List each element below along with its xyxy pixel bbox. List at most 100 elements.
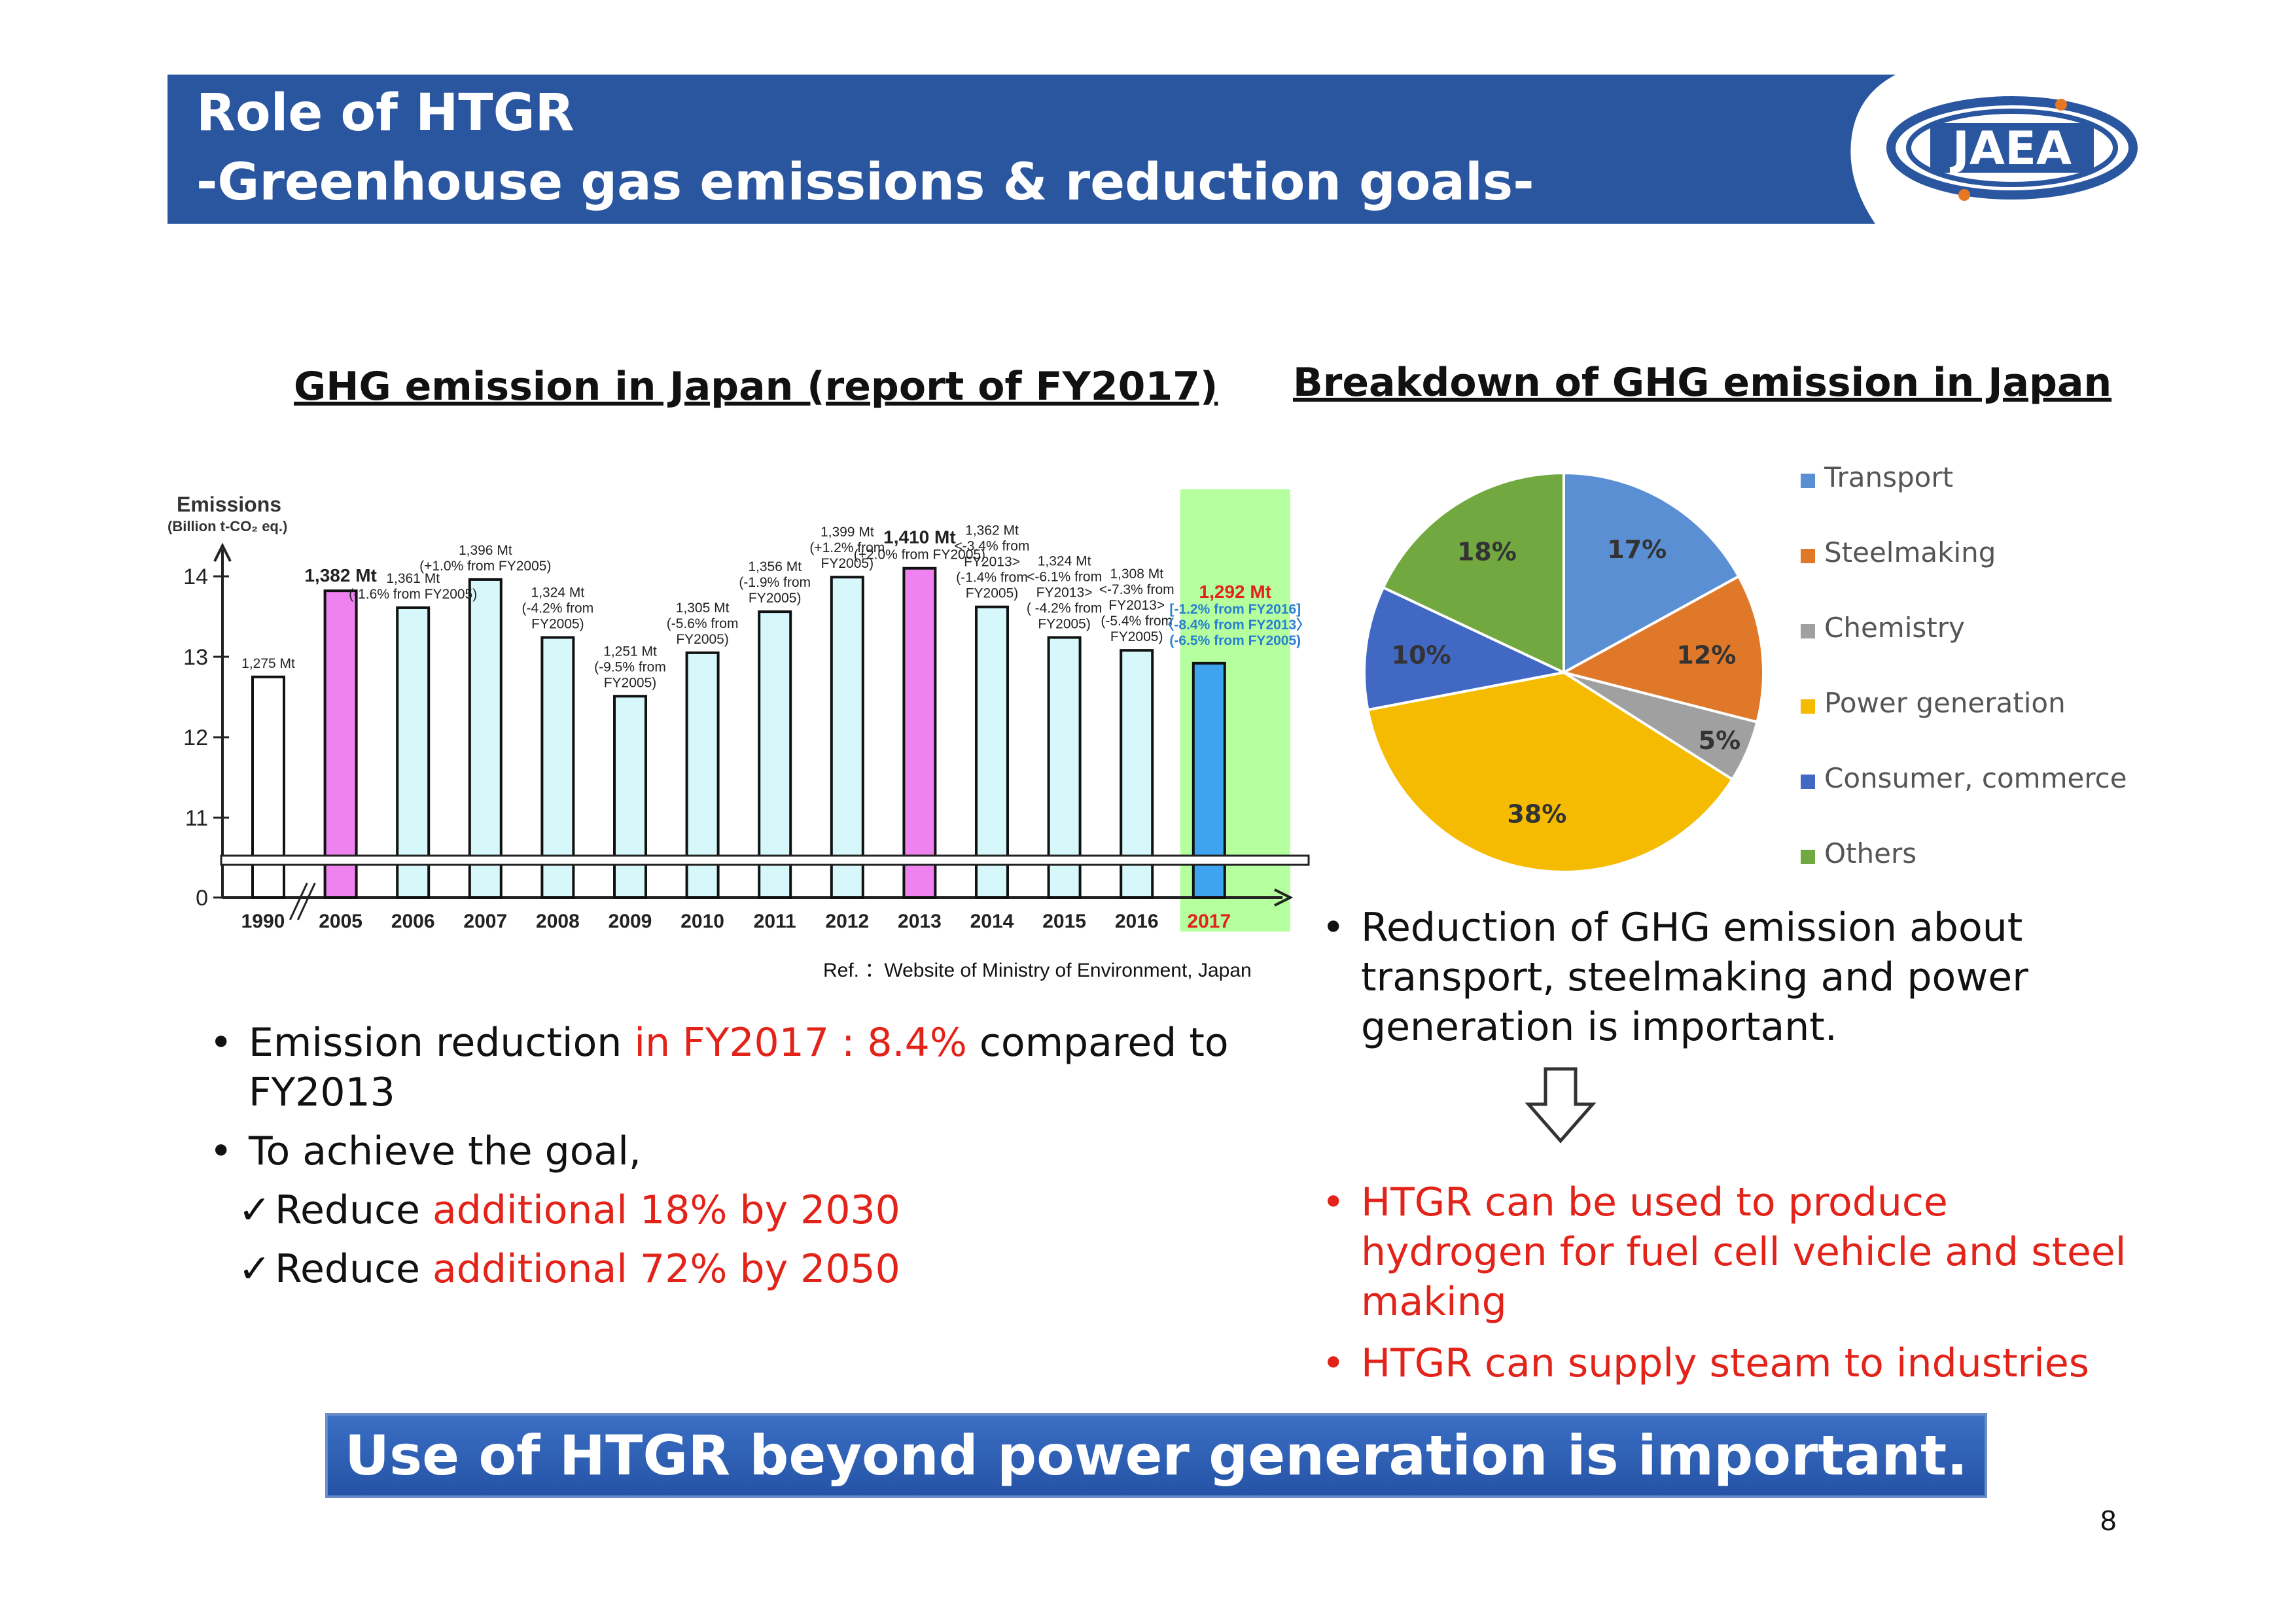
- x-tick-label: 2009: [609, 911, 652, 932]
- bar-annotation: 1,305 Mt: [676, 601, 730, 616]
- bar-annotation: FY2005): [1110, 629, 1163, 644]
- bar-annotation: 1,275 Mt: [241, 656, 295, 671]
- pie-value-label: 5%: [1699, 726, 1741, 755]
- y-axis-arrow: [213, 542, 232, 562]
- down-arrow-icon: [1525, 1067, 1597, 1143]
- conclusion-banner: Use of HTGR beyond power generation is i…: [325, 1413, 1987, 1498]
- bar-annotation: FY2005): [676, 632, 729, 647]
- slide-title: Role of HTGR: [196, 84, 574, 143]
- left-bullet-list: • Emission reduction in FY2017 : 8.4% com…: [209, 1018, 1269, 1294]
- x-tick-label: 2015: [1042, 911, 1086, 932]
- bar-chart-title: GHG emission in Japan (report of FY2017): [294, 364, 1218, 410]
- bar-annotation: (-1.9% from: [739, 575, 811, 590]
- pie-slice-consumer-commerce: [1363, 585, 1568, 712]
- bar-2011: [758, 610, 792, 899]
- x-tick-label: 2008: [536, 911, 580, 932]
- y-tick-label: 11: [185, 806, 208, 831]
- x-axis-arrow: [1274, 888, 1294, 907]
- bar-annotation: 1,396 Mt: [459, 543, 512, 558]
- bar-annotation: (-6.5% from FY2005): [1169, 633, 1301, 648]
- axis-break-band: [220, 854, 1310, 866]
- bar-2013: [902, 567, 937, 899]
- bar-annotation: (-5.4% from: [1101, 614, 1173, 629]
- x-tick-label: 2017: [1187, 911, 1231, 932]
- bullet-dot: •: [1322, 1340, 1345, 1386]
- bar-annotation: FY2005): [531, 616, 584, 631]
- bar-annotation: 1,251 Mt: [603, 644, 657, 659]
- bar-annotation: FY2005): [966, 586, 1019, 601]
- bar-annotation: <-6.1% from: [1027, 569, 1102, 584]
- bar-annotation: 1,308 Mt: [1110, 567, 1163, 582]
- x-tick-label: 2007: [463, 911, 507, 932]
- bar-annotation: 1,382 Mt: [304, 565, 376, 585]
- bar-annotation: ( -4.2% from: [1027, 601, 1103, 616]
- pie-slice-transport: [1563, 471, 1740, 675]
- x-tick-label: 2013: [898, 911, 942, 932]
- title-banner: Role of HTGR -Greenhouse gas emissions &…: [168, 75, 1921, 224]
- bar-2007: [468, 578, 503, 899]
- bar-annotation: FY2013>: [964, 555, 1020, 570]
- bar-annotation: (-9.5% from: [594, 659, 666, 674]
- bullet-dot: •: [1322, 1179, 1345, 1225]
- bar-annotation: <-7.3% from: [1099, 582, 1174, 597]
- pie-value-label: 17%: [1607, 535, 1667, 564]
- bar-annotation: (-1.4% from: [956, 570, 1028, 585]
- slide-subtitle: -Greenhouse gas emissions & reduction go…: [196, 153, 1534, 212]
- ghg-emission-bar-chart: 0 11 12 13 14 Emissions (Billion t-CO₂ eq.) 199…: [168, 489, 1310, 932]
- bar-2012: [830, 576, 864, 899]
- axis-break-mark: [296, 882, 316, 920]
- legend-label: Steelmaking: [1824, 536, 1996, 568]
- y-tick-label: 14: [183, 565, 208, 589]
- bullet-hydrogen: • HTGR can be used to produce hydrogen fo…: [1322, 1178, 2133, 1327]
- pie-slice-steelmaking: [1560, 574, 1765, 724]
- checkmark-icon: ✓: [238, 1187, 272, 1233]
- legend-swatch: [1801, 474, 1815, 488]
- bar-annotation: (-1.6% from FY2005): [349, 587, 477, 602]
- bar-annotation: 1,324 Mt: [531, 585, 585, 600]
- bullet-steam: • HTGR can supply steam to industries: [1322, 1338, 2133, 1388]
- bar-annotation: (+1.2% from: [809, 540, 885, 555]
- legend-swatch: [1801, 775, 1815, 789]
- bar-annotation: (-5.6% from: [667, 616, 739, 631]
- x-tick-label: 2005: [319, 911, 362, 932]
- right-red-bullet-list: • HTGR can be used to produce hydrogen fo…: [1322, 1178, 2133, 1388]
- bar-2005: [323, 589, 358, 899]
- x-tick-label: 2012: [825, 911, 869, 932]
- pie-value-label: 38%: [1507, 800, 1566, 829]
- x-tick-label: 2006: [391, 911, 435, 932]
- jaea-logo: JAEA: [1826, 71, 2166, 228]
- bar-annotation: 1,356 Mt: [748, 559, 802, 574]
- bar-2009: [613, 695, 647, 899]
- pie-chart-title: Breakdown of GHG emission in Japan: [1293, 360, 2112, 406]
- reference-note: Ref. ：Website of Ministry of Environment…: [823, 960, 1252, 981]
- bar-annotation: FY2005): [604, 675, 657, 690]
- y-tick-label: 0: [196, 886, 208, 911]
- bullet-goal: • To achieve the goal,: [209, 1126, 1269, 1176]
- bar-annotation: <-3.4% from: [955, 539, 1030, 554]
- bar-annotation: FY2013>: [1036, 585, 1093, 600]
- bar-annotation: FY2005): [1038, 616, 1091, 631]
- y-tick-label: 13: [183, 645, 208, 670]
- x-tick-label: 2016: [1115, 911, 1159, 932]
- bullet-reduction-importance: • Reduction of GHG emission about transpo…: [1322, 903, 2133, 1052]
- bar-annotation: 1,362 Mt: [965, 523, 1019, 538]
- goal-2050: ✓ Reduce additional 72% by 2050: [236, 1244, 1269, 1294]
- goal-2030: ✓ Reduce additional 18% by 2030: [236, 1185, 1269, 1235]
- legend-label: Chemistry: [1824, 612, 1965, 644]
- bar-annotation: 1,292 Mt: [1199, 582, 1272, 602]
- bullet-dot: •: [209, 1128, 233, 1174]
- bar-annotation: 1,399 Mt: [821, 525, 874, 540]
- bar-2015: [1047, 636, 1082, 899]
- bar-annotation: 1,324 Mt: [1038, 553, 1091, 568]
- bar-annotation: 〈-8.4% from FY2013〉: [1160, 617, 1310, 633]
- x-tick-label: 2014: [970, 911, 1014, 932]
- pie-slice-power-generation: [1366, 671, 1735, 873]
- bar-annotation: (+1.0% from FY2005): [419, 559, 551, 574]
- y-axis-unit: (Billion t-CO₂ eq.): [168, 518, 287, 534]
- legend-swatch: [1801, 850, 1815, 864]
- bar-2008: [540, 636, 575, 899]
- bar-annotation: 1,410 Mt: [883, 527, 956, 548]
- x-tick-label: 1990: [241, 911, 285, 932]
- pie-value-label: 10%: [1392, 640, 1451, 669]
- bullet-dot: •: [209, 1020, 233, 1066]
